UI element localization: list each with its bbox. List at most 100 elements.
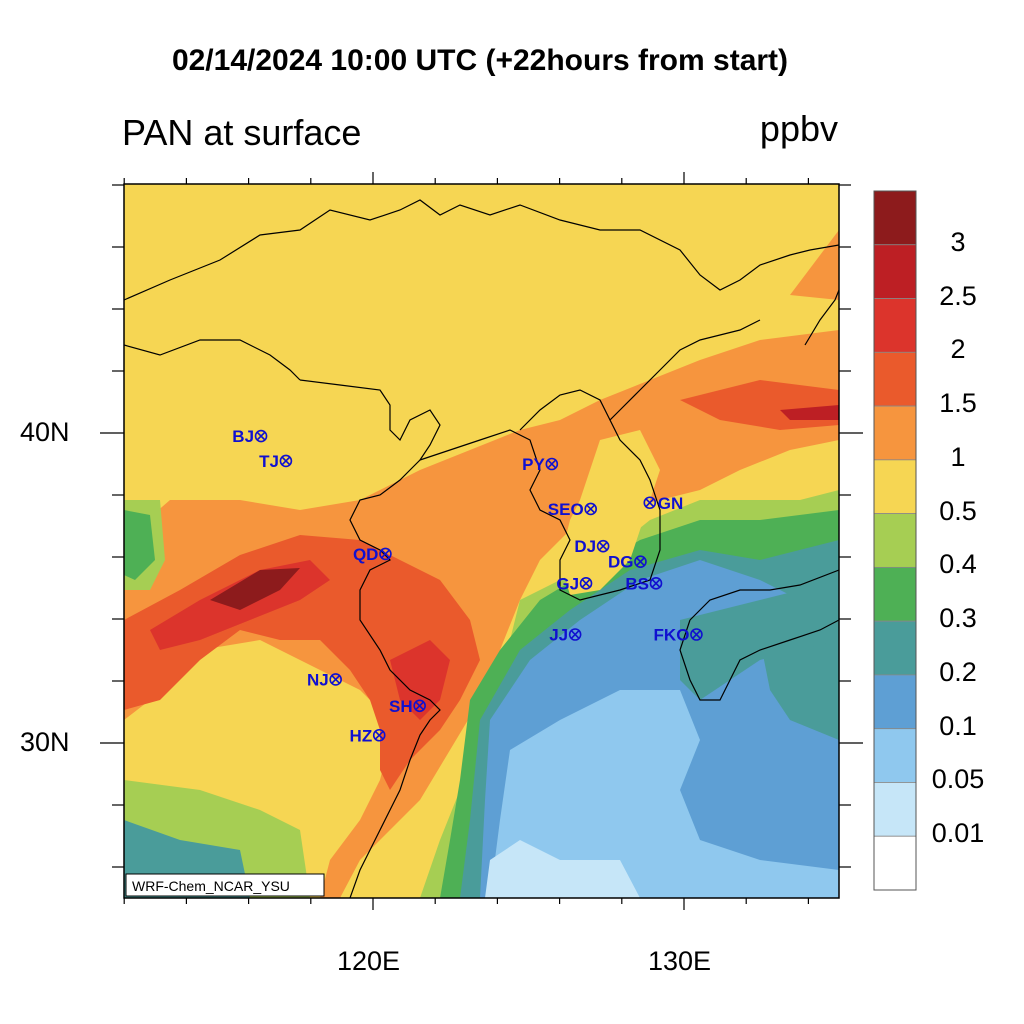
station-cross-icon xyxy=(374,730,384,740)
red-region-2 xyxy=(390,640,450,720)
map-frame xyxy=(123,183,840,899)
pan-field xyxy=(124,184,839,898)
station-marker-icon xyxy=(372,728,386,742)
station-label: TJ xyxy=(259,452,279,471)
station-marker-icon xyxy=(329,673,342,686)
station-cross-icon xyxy=(645,498,655,508)
colorbar-swatch xyxy=(873,728,917,783)
colorbar-label: 0.5 xyxy=(939,495,977,526)
station-dj: DJ xyxy=(574,537,610,556)
station-qd: QD xyxy=(353,545,392,564)
station-marker-icon xyxy=(379,547,392,561)
station-label: GJ xyxy=(556,574,579,593)
units-label: ppbv xyxy=(759,108,838,149)
station-label: JJ xyxy=(549,626,568,645)
lat-tick-label: 30N xyxy=(20,727,70,757)
lat-tick-label: 40N xyxy=(20,417,70,447)
model-label: WRF-Chem_NCAR_YSU xyxy=(132,878,290,894)
station-label: DJ xyxy=(574,537,596,556)
red-ne xyxy=(780,405,839,420)
colorbar-swatch xyxy=(873,835,917,891)
station-label: SH xyxy=(389,697,413,716)
station-label: HZ xyxy=(350,726,373,745)
station-label: BS xyxy=(625,574,649,593)
station-gj: GJ xyxy=(556,574,593,593)
lon-tick-label: 120E xyxy=(337,946,401,976)
station-cross-icon xyxy=(415,701,425,711)
colorbar-label: 0.01 xyxy=(931,818,985,849)
station-label: NJ xyxy=(307,670,329,689)
colorbar-label: 1 xyxy=(950,441,966,472)
colorbar-swatch xyxy=(873,190,917,246)
station-label: DG xyxy=(608,553,634,572)
station-label: FKO xyxy=(654,626,690,645)
station-marker-icon xyxy=(649,577,663,590)
axis-ticks xyxy=(100,172,863,910)
station-cross-icon xyxy=(691,630,701,639)
station-marker-icon xyxy=(634,555,647,568)
station-cross-icon xyxy=(281,456,291,466)
model-label-box: WRF-Chem_NCAR_YSU xyxy=(125,873,325,897)
station-cross-icon xyxy=(547,459,557,469)
station-cross-icon xyxy=(635,557,645,567)
station-sh: SH xyxy=(389,697,426,716)
colorbar-label: 0.4 xyxy=(939,549,977,580)
station-bs: BS xyxy=(625,574,663,593)
lightblue-ocean xyxy=(490,690,839,898)
darkred-region xyxy=(210,568,300,610)
station-fko: FKO xyxy=(654,626,703,645)
station-cross-icon xyxy=(586,504,596,514)
station-marker-icon xyxy=(643,496,657,510)
korea-land xyxy=(560,430,660,595)
station-cross-icon xyxy=(598,541,608,551)
lon-tick-label: 130E xyxy=(648,946,712,976)
station-cross-icon xyxy=(570,630,580,639)
station-nj: NJ xyxy=(307,670,342,689)
variable-title: PAN at surface xyxy=(122,112,362,153)
station-label: PY xyxy=(522,455,545,474)
colorbar-swatch xyxy=(873,674,917,730)
colorbar-swatch xyxy=(873,351,917,407)
colorbar-swatch xyxy=(873,459,917,515)
station-marker-icon xyxy=(596,539,610,553)
palest-ocean xyxy=(485,840,640,898)
station-jj: JJ xyxy=(549,626,582,645)
station-cross-icon xyxy=(256,431,266,441)
colorbar-swatch xyxy=(873,513,917,568)
coastlines xyxy=(124,199,839,898)
station-seo: SEO xyxy=(548,500,598,519)
station-marker-icon xyxy=(279,454,293,468)
station-dg: DG xyxy=(608,553,647,572)
colorbar-swatch xyxy=(873,244,917,299)
station-bj: BJ xyxy=(232,427,268,446)
colorbar-swatch xyxy=(873,298,917,353)
colorbar-label: 0.2 xyxy=(939,656,977,687)
colorbar-label: 0.3 xyxy=(939,603,977,634)
station-marker-icon xyxy=(584,502,598,516)
station-marker-icon xyxy=(254,429,268,443)
station-marker-icon xyxy=(545,457,559,471)
orange-region xyxy=(124,330,839,898)
colorbar-label: 0.1 xyxy=(939,710,977,741)
station-markers: BJ TJ PY SEO GN QD DJ DG GJ BS JJ FKO NJ SH HZ xyxy=(232,427,703,745)
station-cross-icon xyxy=(380,549,390,559)
station-label: SEO xyxy=(548,500,584,519)
colorbar-swatch xyxy=(873,405,917,461)
station-marker-icon xyxy=(579,577,593,590)
station-tj: TJ xyxy=(259,452,293,471)
station-py: PY xyxy=(522,455,559,474)
station-label: BJ xyxy=(232,427,254,446)
station-marker-icon xyxy=(690,628,703,641)
station-marker-icon xyxy=(568,628,582,641)
colorbar-swatch xyxy=(873,782,917,837)
station-marker-icon xyxy=(413,699,426,713)
station-gn: GN xyxy=(643,494,683,513)
colorbar-swatch xyxy=(873,566,917,622)
colorbar-label: 1.5 xyxy=(939,388,977,419)
green-west-dark xyxy=(124,510,155,580)
colorbar-label: 2.5 xyxy=(939,280,977,311)
colorbar xyxy=(873,190,917,891)
station-cross-icon xyxy=(331,674,341,684)
station-cross-icon xyxy=(581,578,591,588)
